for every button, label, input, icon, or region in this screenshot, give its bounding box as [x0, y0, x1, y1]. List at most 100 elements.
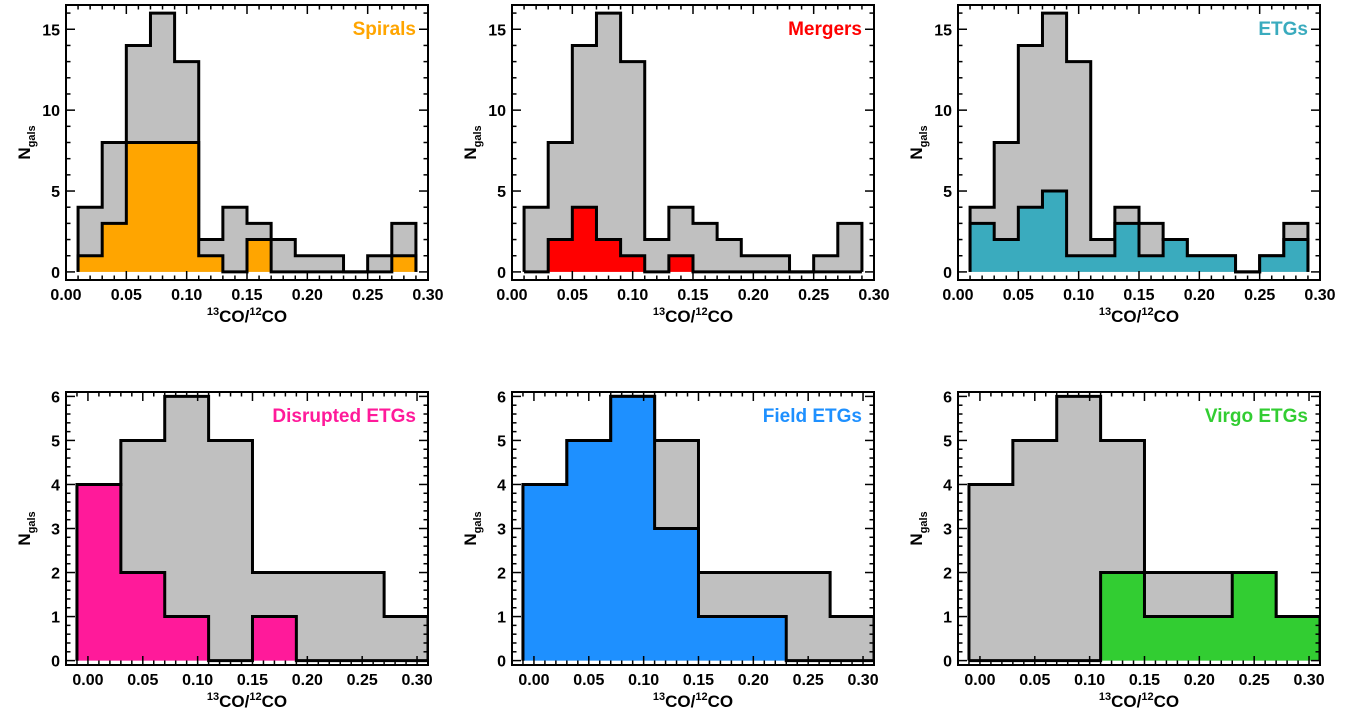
y-tick-label: 5	[51, 433, 60, 450]
x-axis-label: 13CO/12CO	[207, 691, 287, 711]
x-tick-label: 0.10	[1063, 287, 1094, 304]
y-tick-label: 3	[943, 522, 952, 539]
subsample-histogram-bars	[524, 205, 862, 274]
panel-label: Mergers	[788, 19, 862, 40]
y-tick-label: 15	[934, 22, 952, 39]
y-tick-label: 1	[51, 610, 60, 627]
y-axis-label: Ngals	[15, 125, 38, 159]
x-tick-label: 0.20	[292, 672, 323, 689]
x-tick-label: 0.25	[352, 287, 383, 304]
x-tick-label: 0.15	[237, 672, 268, 689]
x-axis-label: 13CO/12CO	[653, 691, 733, 711]
plot-area	[968, 11, 1310, 274]
x-tick-label: 0.30	[401, 672, 432, 689]
subsample-histogram-bars	[968, 189, 1310, 274]
x-tick-label: 0.30	[412, 287, 443, 304]
x-tick-label: 0.00	[50, 287, 81, 304]
y-tick-label: 5	[943, 184, 952, 201]
y-tick-label: 15	[42, 22, 60, 39]
y-tick-label: 0	[497, 265, 506, 282]
y-tick-label: 2	[497, 566, 506, 583]
plot-area	[76, 11, 418, 274]
x-tick-label: 0.05	[573, 672, 604, 689]
y-tick-label: 5	[497, 184, 506, 201]
x-tick-label: 0.05	[111, 287, 142, 304]
y-tick-label: 3	[51, 522, 60, 539]
panel-spirals: 0.00 0.05 0.10 0.15 0.20 0.25 0.30 0 5 10 15 13CO/1…	[15, 4, 444, 326]
x-tick-label: 0.10	[1074, 672, 1105, 689]
x-tick-label: 0.10	[628, 672, 659, 689]
panel-label: Spirals	[353, 19, 416, 40]
x-tick-label: 0.05	[1003, 287, 1034, 304]
panel-mergers: 0.00 0.05 0.10 0.15 0.20 0.25 0.30 0 5 10 15 13CO/1…	[461, 4, 890, 326]
panel-label: Disrupted ETGs	[272, 406, 416, 427]
y-tick-label: 4	[943, 477, 952, 494]
total-histogram-bars	[522, 11, 864, 274]
y-axis-label: Ngals	[907, 511, 930, 545]
y-axis-label: Ngals	[15, 511, 38, 545]
x-tick-label: 0.30	[1293, 672, 1324, 689]
panel-disrupted-etgs: 0.00 0.05 0.10 0.15 0.20 0.25 0.30 0 1 2 3 4 5 6 13CO/…	[15, 389, 433, 711]
panel-label: Virgo ETGs	[1205, 406, 1308, 427]
y-tick-label: 5	[51, 184, 60, 201]
y-tick-label: 1	[497, 610, 506, 627]
y-tick-label: 4	[497, 477, 506, 494]
x-tick-label: 0.10	[617, 287, 648, 304]
x-tick-label: 0.30	[1304, 287, 1335, 304]
x-axis-label: 13CO/12CO	[207, 306, 287, 326]
y-tick-label: 15	[488, 22, 506, 39]
x-tick-label: 0.25	[793, 672, 824, 689]
x-tick-label: 0.20	[292, 287, 323, 304]
x-tick-label: 0.15	[677, 287, 708, 304]
y-tick-label: 6	[51, 389, 60, 406]
x-tick-label: 0.10	[182, 672, 213, 689]
y-tick-label: 5	[497, 433, 506, 450]
y-tick-label: 0	[497, 654, 506, 671]
plot-area	[521, 394, 874, 663]
y-tick-label: 3	[497, 522, 506, 539]
x-tick-label: 0.25	[347, 672, 378, 689]
x-tick-label: 0.15	[683, 672, 714, 689]
panel-virgo-etgs: 0.00 0.05 0.10 0.15 0.20 0.25 0.30 0 1 2 3 4 5 6 13CO/…	[907, 389, 1325, 711]
x-tick-label: 0.05	[557, 287, 588, 304]
panel-etgs: 0.00 0.05 0.10 0.15 0.20 0.25 0.30 0 5 10 15 13CO/1…	[907, 4, 1336, 326]
y-tick-label: 0	[943, 265, 952, 282]
x-tick-label: 0.25	[798, 287, 829, 304]
y-tick-label: 4	[51, 477, 60, 494]
x-tick-label: 0.00	[72, 672, 103, 689]
subsample-histogram-bars	[968, 571, 1320, 663]
x-tick-label: 0.20	[738, 287, 769, 304]
x-tick-label: 0.20	[1184, 672, 1215, 689]
y-tick-label: 2	[943, 566, 952, 583]
y-tick-label: 10	[934, 103, 952, 120]
panel-label: Field ETGs	[763, 406, 862, 427]
x-axis-label: 13CO/12CO	[1099, 691, 1179, 711]
y-tick-label: 0	[943, 654, 952, 671]
y-axis-label: Ngals	[461, 511, 484, 545]
x-tick-label: 0.15	[1129, 672, 1160, 689]
subsample-histogram-bars	[521, 394, 874, 663]
y-axis-label: Ngals	[907, 125, 930, 159]
y-tick-label: 6	[497, 389, 506, 406]
panel-label: ETGs	[1258, 19, 1308, 40]
x-tick-label: 0.30	[847, 672, 878, 689]
y-tick-label: 1	[943, 610, 952, 627]
x-tick-label: 0.00	[964, 672, 995, 689]
y-tick-label: 2	[51, 566, 60, 583]
x-axis-label: 13CO/12CO	[1099, 306, 1179, 326]
x-tick-label: 0.25	[1239, 672, 1270, 689]
x-tick-label: 0.00	[942, 287, 973, 304]
y-tick-label: 5	[943, 433, 952, 450]
x-tick-label: 0.15	[1123, 287, 1154, 304]
plot-area	[522, 11, 864, 274]
x-tick-label: 0.25	[1244, 287, 1275, 304]
plot-area	[967, 394, 1320, 663]
y-tick-label: 0	[51, 654, 60, 671]
x-tick-label: 0.20	[1184, 287, 1215, 304]
x-tick-label: 0.15	[231, 287, 262, 304]
x-tick-label: 0.00	[518, 672, 549, 689]
y-tick-label: 10	[488, 103, 506, 120]
x-tick-label: 0.05	[127, 672, 158, 689]
y-tick-label: 10	[42, 103, 60, 120]
plot-area	[75, 394, 428, 663]
